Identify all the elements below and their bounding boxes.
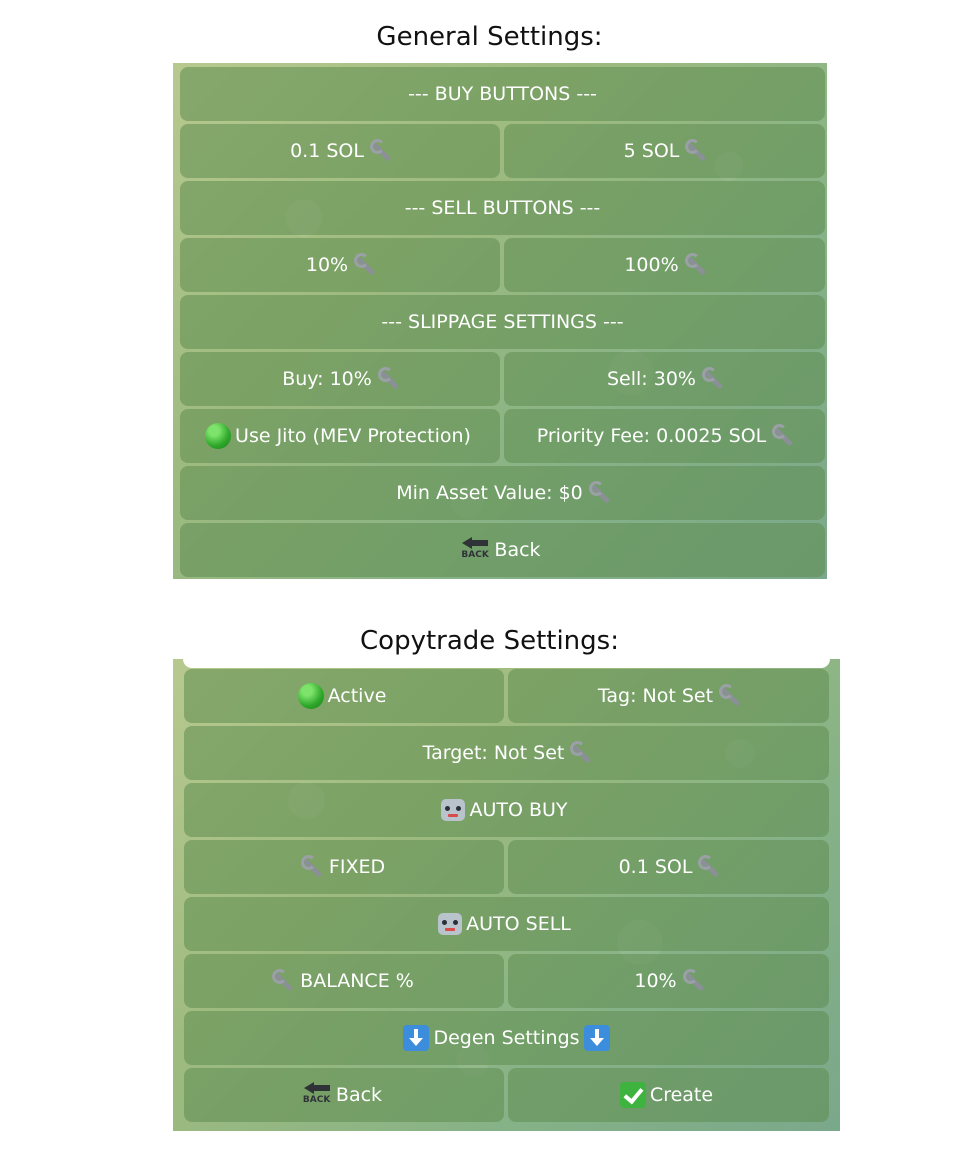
slippage-buy-button[interactable]: Buy: 10% — [180, 352, 500, 406]
buy-button-2-label: 5 SOL — [623, 140, 680, 162]
wrench-icon — [700, 366, 726, 392]
sell-buttons-header-label: --- SELL BUTTONS --- — [404, 197, 601, 219]
back-icon-text: BACK — [302, 1095, 331, 1105]
slippage-buy-label: Buy: 10% — [282, 368, 372, 390]
degen-label: Degen Settings — [433, 1027, 580, 1049]
min-asset-value-label: Min Asset Value: $0 — [396, 482, 583, 504]
panel-top-edge — [183, 659, 830, 668]
wrench-icon — [717, 683, 743, 709]
buy-buttons-header-label: --- BUY BUTTONS --- — [408, 83, 597, 105]
sell-percent-button[interactable]: 10% — [508, 954, 829, 1008]
copytrade-settings-keyboard: Active Tag: Not Set Target: Not Set AUTO… — [173, 659, 840, 1131]
balance-label: BALANCE % — [300, 970, 414, 992]
general-back-label: Back — [494, 539, 541, 561]
wrench-icon — [368, 138, 394, 164]
sell-button-1-label: 10% — [305, 254, 349, 276]
tag-button[interactable]: Tag: Not Set — [508, 669, 829, 723]
wrench-icon — [681, 968, 707, 994]
wrench-icon — [683, 252, 709, 278]
robot-icon — [438, 913, 463, 935]
target-button[interactable]: Target: Not Set — [184, 726, 829, 780]
priority-fee-label: Priority Fee: 0.0025 SOL — [536, 425, 767, 447]
fixed-mode-button[interactable]: FIXED — [184, 840, 504, 894]
auto-buy-label: AUTO BUY — [469, 799, 568, 821]
buy-button-1-label: 0.1 SOL — [290, 140, 364, 162]
create-button[interactable]: Create — [508, 1068, 829, 1122]
auto-sell-label: AUTO SELL — [466, 913, 571, 935]
slippage-settings-header-label: --- SLIPPAGE SETTINGS --- — [381, 311, 624, 333]
green-circle-icon — [205, 423, 232, 449]
wrench-icon — [696, 854, 722, 880]
wrench-icon — [683, 138, 709, 164]
active-toggle-button[interactable]: Active — [184, 669, 504, 723]
priority-fee-button[interactable]: Priority Fee: 0.0025 SOL — [504, 409, 825, 463]
min-asset-value-button[interactable]: Min Asset Value: $0 — [180, 466, 825, 520]
green-circle-icon — [297, 683, 324, 709]
jito-toggle-button[interactable]: Use Jito (MEV Protection) — [180, 409, 500, 463]
buy-buttons-header[interactable]: --- BUY BUTTONS --- — [180, 67, 825, 121]
active-label: Active — [327, 685, 387, 707]
buy-button-2[interactable]: 5 SOL — [504, 124, 825, 178]
target-label: Target: Not Set — [422, 742, 565, 764]
back-arrow-icon: BACK — [460, 537, 490, 563]
general-settings-title: General Settings: — [376, 22, 603, 52]
wrench-icon — [270, 968, 296, 994]
check-mark-icon — [619, 1082, 646, 1108]
sell-button-1[interactable]: 10% — [180, 238, 500, 292]
balance-mode-button[interactable]: BALANCE % — [184, 954, 504, 1008]
sell-percent-label: 10% — [634, 970, 677, 992]
buy-amount-label: 0.1 SOL — [618, 856, 693, 878]
copytrade-back-button[interactable]: BACK Back — [184, 1068, 504, 1122]
buy-amount-button[interactable]: 0.1 SOL — [508, 840, 829, 894]
buy-button-1[interactable]: 0.1 SOL — [180, 124, 500, 178]
back-arrow-icon: BACK — [302, 1082, 332, 1108]
wrench-icon — [352, 252, 378, 278]
sell-buttons-header[interactable]: --- SELL BUTTONS --- — [180, 181, 825, 235]
down-arrow-icon — [583, 1025, 610, 1051]
wrench-icon — [299, 854, 325, 880]
degen-settings-button[interactable]: Degen Settings — [184, 1011, 829, 1065]
jito-label: Use Jito (MEV Protection) — [235, 425, 471, 447]
copytrade-settings-title: Copytrade Settings: — [360, 626, 619, 656]
slippage-sell-button[interactable]: Sell: 30% — [504, 352, 825, 406]
slippage-sell-label: Sell: 30% — [607, 368, 696, 390]
wrench-icon — [587, 480, 613, 506]
sell-button-2-label: 100% — [624, 254, 679, 276]
wrench-icon — [770, 423, 796, 449]
robot-icon — [441, 799, 466, 821]
wrench-icon — [376, 366, 402, 392]
tag-label: Tag: Not Set — [597, 685, 714, 707]
wrench-icon — [568, 740, 594, 766]
auto-buy-header[interactable]: AUTO BUY — [184, 783, 829, 837]
copytrade-back-label: Back — [335, 1084, 383, 1106]
slippage-settings-header[interactable]: --- SLIPPAGE SETTINGS --- — [180, 295, 825, 349]
general-settings-keyboard: --- BUY BUTTONS --- 0.1 SOL 5 SOL --- SE… — [173, 63, 827, 579]
sell-button-2[interactable]: 100% — [504, 238, 825, 292]
create-label: Create — [649, 1084, 714, 1106]
back-icon-text: BACK — [461, 550, 489, 560]
fixed-label: FIXED — [328, 856, 386, 878]
down-arrow-icon — [403, 1025, 430, 1051]
general-back-button[interactable]: BACK Back — [180, 523, 825, 577]
auto-sell-header[interactable]: AUTO SELL — [184, 897, 829, 951]
